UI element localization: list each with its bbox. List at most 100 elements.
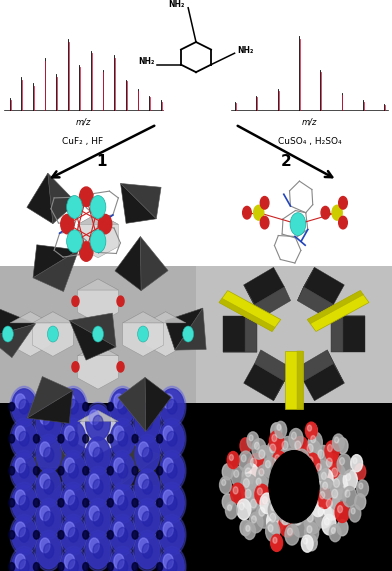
Circle shape [68,560,78,571]
Polygon shape [69,320,116,360]
Circle shape [72,296,79,306]
Circle shape [335,502,349,522]
Circle shape [135,437,160,473]
Circle shape [9,435,15,443]
Circle shape [271,423,282,439]
Circle shape [107,530,113,539]
Circle shape [138,506,149,521]
Circle shape [259,469,264,476]
Circle shape [133,498,162,539]
Circle shape [65,458,74,473]
Circle shape [36,437,61,473]
Circle shape [158,546,186,571]
Circle shape [355,464,366,480]
Circle shape [239,502,244,510]
Circle shape [157,498,163,507]
Circle shape [271,534,283,552]
Polygon shape [78,213,118,224]
Circle shape [142,415,152,430]
Circle shape [65,490,74,505]
Circle shape [72,362,79,372]
Circle shape [9,530,15,539]
Circle shape [89,442,99,457]
Polygon shape [121,183,161,219]
Circle shape [109,387,137,427]
Polygon shape [297,351,303,409]
Polygon shape [298,267,314,300]
Polygon shape [244,364,285,401]
Circle shape [243,206,251,219]
Circle shape [258,488,262,495]
Circle shape [34,435,63,475]
Polygon shape [244,267,285,304]
Circle shape [290,212,306,235]
Polygon shape [33,250,79,292]
Circle shape [19,496,29,510]
Circle shape [9,498,15,507]
Polygon shape [123,312,163,356]
Circle shape [34,403,63,443]
Polygon shape [115,236,141,291]
Circle shape [332,205,342,220]
Circle shape [93,512,103,526]
Text: NH₂: NH₂ [169,1,185,9]
Circle shape [61,421,85,457]
Circle shape [58,530,64,539]
Circle shape [142,544,152,558]
Circle shape [285,525,299,545]
Circle shape [68,464,78,478]
Polygon shape [165,308,203,350]
Circle shape [225,502,237,519]
Circle shape [65,394,74,409]
Circle shape [44,544,54,558]
Circle shape [332,434,344,451]
Circle shape [227,452,239,469]
Circle shape [158,514,186,555]
Circle shape [84,467,112,507]
Circle shape [281,508,286,514]
Circle shape [242,485,260,510]
Circle shape [58,403,64,411]
Circle shape [10,514,38,555]
Circle shape [279,512,296,537]
Circle shape [227,505,232,511]
Circle shape [343,470,358,490]
Circle shape [305,422,317,439]
Circle shape [268,500,282,520]
Circle shape [306,423,317,439]
Circle shape [40,474,50,489]
Circle shape [157,562,163,571]
Circle shape [93,480,103,494]
Circle shape [167,464,177,478]
Circle shape [349,505,361,522]
Circle shape [90,195,106,218]
Circle shape [33,467,39,475]
Circle shape [109,482,137,523]
Circle shape [36,533,61,569]
Circle shape [320,478,334,499]
Text: 903.2: 903.2 [29,0,60,2]
Circle shape [59,387,87,427]
Circle shape [135,533,160,569]
Circle shape [118,560,128,571]
Circle shape [307,526,312,533]
Circle shape [157,467,163,475]
Circle shape [158,419,186,459]
Circle shape [157,530,163,539]
Polygon shape [24,465,73,492]
Polygon shape [10,312,51,356]
Circle shape [19,464,29,478]
Circle shape [337,438,348,454]
Circle shape [59,514,87,555]
Circle shape [334,478,339,488]
Circle shape [65,554,74,569]
Circle shape [9,403,15,411]
Circle shape [304,505,309,513]
Circle shape [249,512,263,533]
Circle shape [158,482,186,523]
Circle shape [303,538,308,544]
Circle shape [313,500,318,507]
Circle shape [10,419,38,459]
Circle shape [298,453,302,460]
Circle shape [12,485,36,521]
